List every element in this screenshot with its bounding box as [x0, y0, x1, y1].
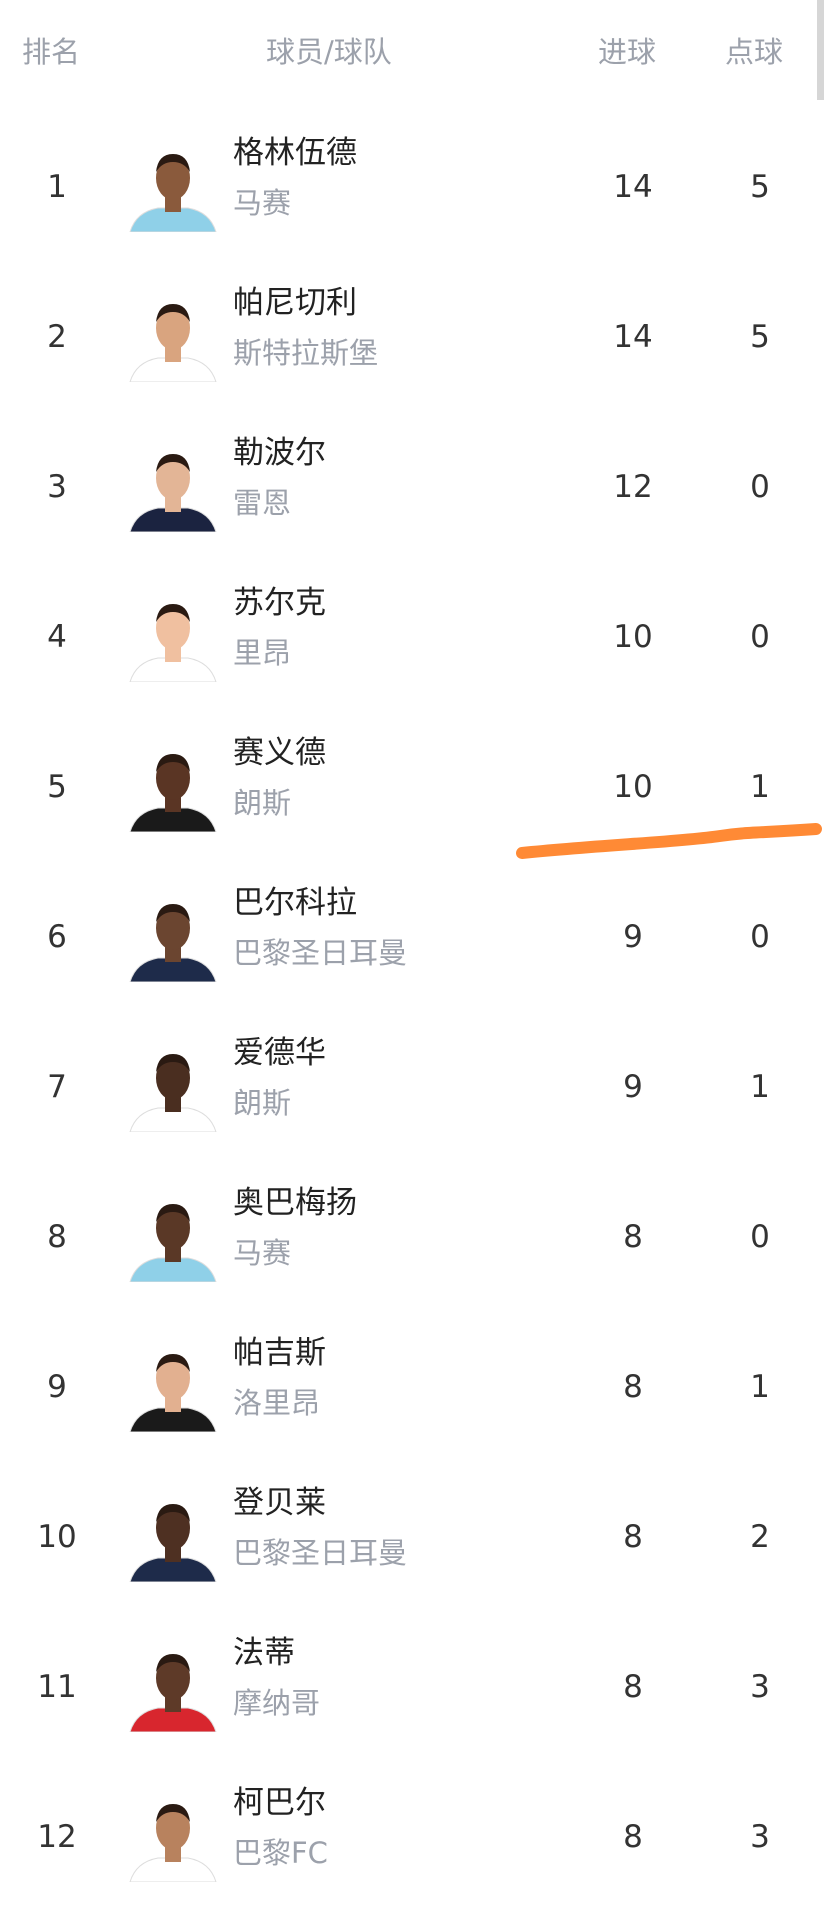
player-name[interactable]: 帕尼切利 — [233, 285, 357, 321]
player-avatar — [129, 1354, 217, 1432]
team-name[interactable]: 马赛 — [233, 186, 292, 220]
table-row[interactable]: 8 奥巴梅扬 马赛 8 0 — [0, 1162, 824, 1312]
scrollbar[interactable] — [817, 0, 824, 100]
rank: 6 — [47, 919, 67, 955]
penalties-value: 1 — [750, 1369, 770, 1405]
penalties-value: 3 — [750, 1669, 770, 1705]
player-avatar — [129, 604, 217, 682]
goals-value: 8 — [623, 1669, 643, 1705]
table-row[interactable]: 7 爱德华 朗斯 9 1 — [0, 1012, 824, 1162]
player-avatar — [129, 454, 217, 532]
player-avatar — [129, 1804, 217, 1882]
team-name[interactable]: 摩纳哥 — [233, 1686, 321, 1720]
header-player-team[interactable]: 球员/球队 — [266, 35, 392, 69]
penalties-value: 2 — [750, 1519, 770, 1555]
goals-value: 8 — [623, 1219, 643, 1255]
goals-value: 8 — [623, 1819, 643, 1855]
team-name[interactable]: 雷恩 — [233, 486, 292, 520]
rank: 3 — [47, 469, 67, 505]
header-goals[interactable]: 进球 — [598, 35, 657, 69]
team-name[interactable]: 斯特拉斯堡 — [233, 336, 379, 370]
player-name[interactable]: 格林伍德 — [233, 135, 357, 171]
table-row[interactable]: 1 格林伍德 马赛 14 5 — [0, 112, 824, 262]
header-penalties[interactable]: 点球 — [725, 35, 784, 69]
player-avatar — [129, 1204, 217, 1282]
player-name[interactable]: 柯巴尔 — [233, 1785, 326, 1821]
player-avatar — [129, 1504, 217, 1582]
penalties-value: 5 — [750, 169, 770, 205]
goals-value: 8 — [623, 1369, 643, 1405]
team-name[interactable]: 洛里昂 — [233, 1386, 321, 1420]
player-avatar — [129, 904, 217, 982]
player-name[interactable]: 勒波尔 — [233, 435, 326, 471]
player-avatar — [129, 1654, 217, 1732]
rank: 1 — [47, 169, 67, 205]
goals-value: 8 — [623, 1519, 643, 1555]
goals-value: 10 — [613, 619, 653, 655]
table-row[interactable]: 6 巴尔科拉 巴黎圣日耳曼 9 0 — [0, 862, 824, 1012]
table-row[interactable]: 11 法蒂 摩纳哥 8 3 — [0, 1612, 824, 1762]
table-row[interactable]: 12 柯巴尔 巴黎FC 8 3 — [0, 1762, 824, 1912]
penalties-value: 1 — [750, 769, 770, 805]
penalties-value: 3 — [750, 1819, 770, 1855]
player-name[interactable]: 奥巴梅扬 — [233, 1185, 357, 1221]
penalties-value: 0 — [750, 469, 770, 505]
team-name[interactable]: 朗斯 — [233, 1086, 292, 1120]
penalties-value: 5 — [750, 319, 770, 355]
player-name[interactable]: 巴尔科拉 — [233, 885, 357, 921]
rank: 11 — [37, 1669, 77, 1705]
penalties-value: 0 — [750, 619, 770, 655]
goals-value: 9 — [623, 919, 643, 955]
table-row[interactable]: 2 帕尼切利 斯特拉斯堡 14 5 — [0, 262, 824, 412]
player-avatar — [129, 304, 217, 382]
rank: 7 — [47, 1069, 67, 1105]
team-name[interactable]: 巴黎圣日耳曼 — [233, 1536, 408, 1570]
player-name[interactable]: 苏尔克 — [233, 585, 326, 621]
table-row[interactable]: 3 勒波尔 雷恩 12 0 — [0, 412, 824, 562]
penalties-value: 0 — [750, 919, 770, 955]
team-name[interactable]: 里昂 — [233, 636, 292, 670]
goals-value: 10 — [613, 769, 653, 805]
table-row[interactable]: 9 帕吉斯 洛里昂 8 1 — [0, 1312, 824, 1462]
player-name[interactable]: 爱德华 — [233, 1035, 326, 1071]
table-row[interactable]: 4 苏尔克 里昂 10 0 — [0, 562, 824, 712]
penalties-value: 0 — [750, 1219, 770, 1255]
table-row[interactable]: 5 赛义德 朗斯 10 1 — [0, 712, 824, 862]
rank: 8 — [47, 1219, 67, 1255]
table-row[interactable]: 10 登贝莱 巴黎圣日耳曼 8 2 — [0, 1462, 824, 1612]
rank: 4 — [47, 619, 67, 655]
team-name[interactable]: 巴黎圣日耳曼 — [233, 936, 408, 970]
player-avatar — [129, 754, 217, 832]
rank: 2 — [47, 319, 67, 355]
team-name[interactable]: 巴黎FC — [233, 1836, 328, 1870]
header-rank[interactable]: 排名 — [22, 35, 81, 69]
team-name[interactable]: 马赛 — [233, 1236, 292, 1270]
goals-value: 12 — [613, 469, 653, 505]
penalties-value: 1 — [750, 1069, 770, 1105]
rank: 12 — [37, 1819, 77, 1855]
rank: 10 — [37, 1519, 77, 1555]
goals-value: 9 — [623, 1069, 643, 1105]
player-avatar — [129, 154, 217, 232]
rank: 5 — [47, 769, 67, 805]
player-name[interactable]: 赛义德 — [233, 735, 326, 771]
goals-value: 14 — [613, 169, 653, 205]
player-avatar — [129, 1054, 217, 1132]
player-name[interactable]: 法蒂 — [233, 1635, 295, 1671]
rank: 9 — [47, 1369, 67, 1405]
team-name[interactable]: 朗斯 — [233, 786, 292, 820]
player-name[interactable]: 登贝莱 — [233, 1485, 326, 1521]
goals-value: 14 — [613, 319, 653, 355]
player-name[interactable]: 帕吉斯 — [233, 1335, 326, 1371]
